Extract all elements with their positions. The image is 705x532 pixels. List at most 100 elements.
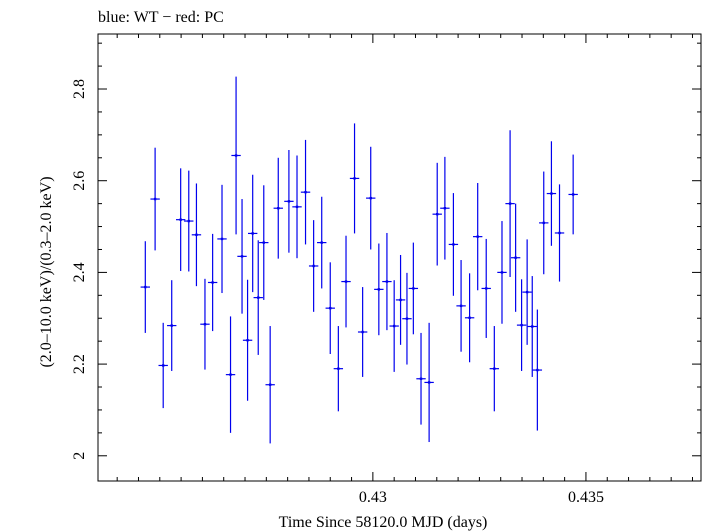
- data-point: [481, 238, 491, 338]
- point-marker: [436, 212, 439, 216]
- data-point: [539, 171, 549, 275]
- point-marker: [246, 339, 249, 342]
- x-tick-label: 0.435: [568, 489, 604, 506]
- point-marker: [419, 377, 423, 380]
- point-marker: [344, 280, 348, 283]
- x-tick-label: 0.43: [359, 489, 387, 506]
- point-marker: [514, 256, 517, 259]
- point-marker: [452, 243, 455, 246]
- point-marker: [211, 281, 214, 284]
- data-point: [389, 280, 399, 372]
- point-marker: [229, 373, 232, 376]
- point-marker: [377, 288, 381, 291]
- point-marker: [399, 298, 402, 302]
- point-marker: [153, 197, 157, 201]
- data-point: [300, 139, 311, 245]
- data-point: [317, 196, 327, 289]
- data-point: [158, 322, 168, 409]
- data-point: [259, 185, 269, 300]
- y-tick-label: 2.6: [71, 171, 88, 191]
- data-point: [248, 174, 258, 293]
- data-point: [200, 278, 210, 370]
- point-marker: [427, 381, 431, 384]
- data-point: [140, 241, 150, 333]
- point-marker: [531, 325, 534, 328]
- data-point: [341, 235, 351, 328]
- data-point: [527, 276, 537, 377]
- point-marker: [320, 241, 323, 244]
- point-marker: [520, 323, 523, 327]
- y-tick-label: 2: [71, 452, 88, 460]
- point-marker: [493, 367, 496, 370]
- point-marker: [485, 287, 488, 290]
- data-point: [150, 147, 160, 251]
- point-marker: [329, 306, 332, 310]
- point-marker: [203, 323, 207, 326]
- data-point: [440, 156, 450, 260]
- data-point: [568, 154, 578, 235]
- point-marker: [262, 241, 265, 244]
- point-marker: [536, 368, 539, 372]
- y-axis: 2 2.2 2.4 2.6 2.8: [71, 42, 701, 460]
- y-axis-label: (2.0–10.0 keV)/(0.3–2.0 keV): [38, 176, 55, 367]
- point-marker: [405, 317, 409, 320]
- point-marker: [295, 205, 299, 209]
- data-point: [374, 243, 384, 336]
- data-point: [448, 193, 459, 296]
- data-point: [489, 326, 500, 412]
- point-marker: [558, 231, 561, 235]
- data-point: [408, 242, 419, 335]
- data-point: [366, 146, 376, 250]
- data-point: [308, 220, 319, 312]
- data-point: [357, 287, 368, 377]
- data-point: [333, 326, 344, 412]
- data-point: [382, 232, 392, 331]
- data-point: [184, 170, 194, 272]
- point-marker: [525, 290, 529, 294]
- point-marker: [144, 285, 147, 289]
- point-marker: [468, 316, 471, 319]
- point-marker: [392, 324, 396, 328]
- point-marker: [234, 154, 238, 157]
- data-point: [265, 326, 275, 444]
- y-tick-label: 2.2: [71, 354, 88, 374]
- point-marker: [170, 324, 173, 327]
- point-marker: [304, 190, 307, 194]
- point-marker: [312, 264, 315, 268]
- point-marker: [277, 207, 280, 210]
- data-point: [191, 183, 202, 287]
- data-point: [395, 254, 406, 345]
- x-axis-label: Time Since 58120.0 MJD (days): [279, 514, 488, 531]
- data-point: [464, 273, 475, 363]
- chart-title: blue: WT − red: PC: [98, 9, 224, 26]
- data-point: [325, 262, 335, 355]
- point-marker: [500, 271, 504, 274]
- x-axis: 0.43 0.435: [116, 34, 693, 506]
- point-marker: [337, 367, 340, 370]
- point-marker: [571, 193, 575, 196]
- point-marker: [476, 235, 479, 238]
- point-marker: [257, 296, 260, 299]
- point-marker: [268, 383, 272, 386]
- point-marker: [369, 196, 372, 200]
- point-marker: [550, 192, 553, 195]
- data-point: [292, 155, 302, 259]
- point-marker: [412, 287, 415, 290]
- point-marker: [220, 237, 224, 241]
- point-marker: [361, 330, 364, 334]
- point-marker: [187, 219, 190, 223]
- point-marker: [162, 364, 165, 367]
- point-marker: [287, 200, 291, 203]
- point-marker: [459, 304, 463, 308]
- point-marker: [240, 255, 244, 258]
- data-point: [497, 221, 507, 324]
- point-marker: [251, 232, 254, 235]
- data-point: [253, 240, 263, 355]
- data-point: [225, 316, 236, 433]
- point-marker: [353, 177, 356, 180]
- data-point: [416, 332, 426, 425]
- plot-frame: [97, 33, 702, 482]
- data-series-wt: [140, 76, 578, 444]
- point-marker: [443, 207, 447, 210]
